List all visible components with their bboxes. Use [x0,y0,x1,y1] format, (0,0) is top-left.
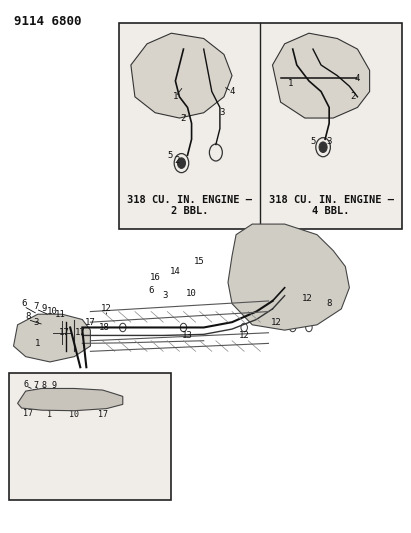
Text: 9: 9 [41,304,46,313]
Text: 6: 6 [21,299,26,308]
Text: 16: 16 [150,272,161,281]
Text: 17: 17 [75,328,85,337]
Text: 17: 17 [85,318,96,327]
Text: 3: 3 [219,108,224,117]
Text: 7: 7 [33,302,39,311]
Text: 8: 8 [42,381,46,390]
Bar [9,373,171,500]
Text: 318 CU. IN. ENGINE –
2 BBL.: 318 CU. IN. ENGINE – 2 BBL. [127,195,252,216]
Text: 1: 1 [288,79,293,88]
Bar [119,22,402,229]
Text: 9: 9 [51,381,56,390]
Text: 5: 5 [168,151,173,160]
Text: 2: 2 [180,114,185,123]
Polygon shape [14,314,90,362]
Text: 1: 1 [35,339,41,348]
Text: 10: 10 [186,288,197,297]
Polygon shape [131,33,232,118]
Text: 8: 8 [326,299,332,308]
Text: 10: 10 [69,410,79,419]
Text: 18: 18 [112,394,122,403]
Text: 13: 13 [182,331,193,340]
Text: 17: 17 [97,410,108,419]
Text: 3: 3 [163,291,168,300]
Text: 8: 8 [25,312,30,321]
Text: 1: 1 [173,92,178,101]
Text: 17: 17 [59,328,69,337]
Text: 18: 18 [99,323,110,332]
Text: 1: 1 [47,410,53,419]
Text: 6: 6 [148,286,154,295]
Text: 14: 14 [170,268,181,276]
Circle shape [319,142,327,152]
Text: 10: 10 [46,307,58,316]
Polygon shape [272,33,369,118]
Polygon shape [18,389,123,411]
Text: 9114 6800: 9114 6800 [14,14,81,28]
Circle shape [178,158,185,168]
Text: 3: 3 [33,318,39,327]
Text: 2: 2 [351,92,356,101]
Text: 5: 5 [310,138,316,147]
Text: 12: 12 [239,331,249,340]
Text: 3: 3 [31,389,36,398]
Text: 12: 12 [101,304,112,313]
Text: 2: 2 [175,156,180,165]
Polygon shape [228,224,349,330]
Text: 12: 12 [302,294,312,303]
Text: 17: 17 [23,409,33,418]
Text: 7: 7 [33,381,38,390]
Text: 318 CU. IN. ENGINE –
4 BBL.: 318 CU. IN. ENGINE – 4 BBL. [269,195,394,216]
Text: 4: 4 [229,87,235,96]
Text: 12: 12 [271,318,282,327]
Text: 15: 15 [194,257,205,265]
Text: 11: 11 [55,310,65,319]
Text: 4: 4 [355,74,360,83]
Text: 3: 3 [326,138,332,147]
Text: 6: 6 [23,379,28,389]
